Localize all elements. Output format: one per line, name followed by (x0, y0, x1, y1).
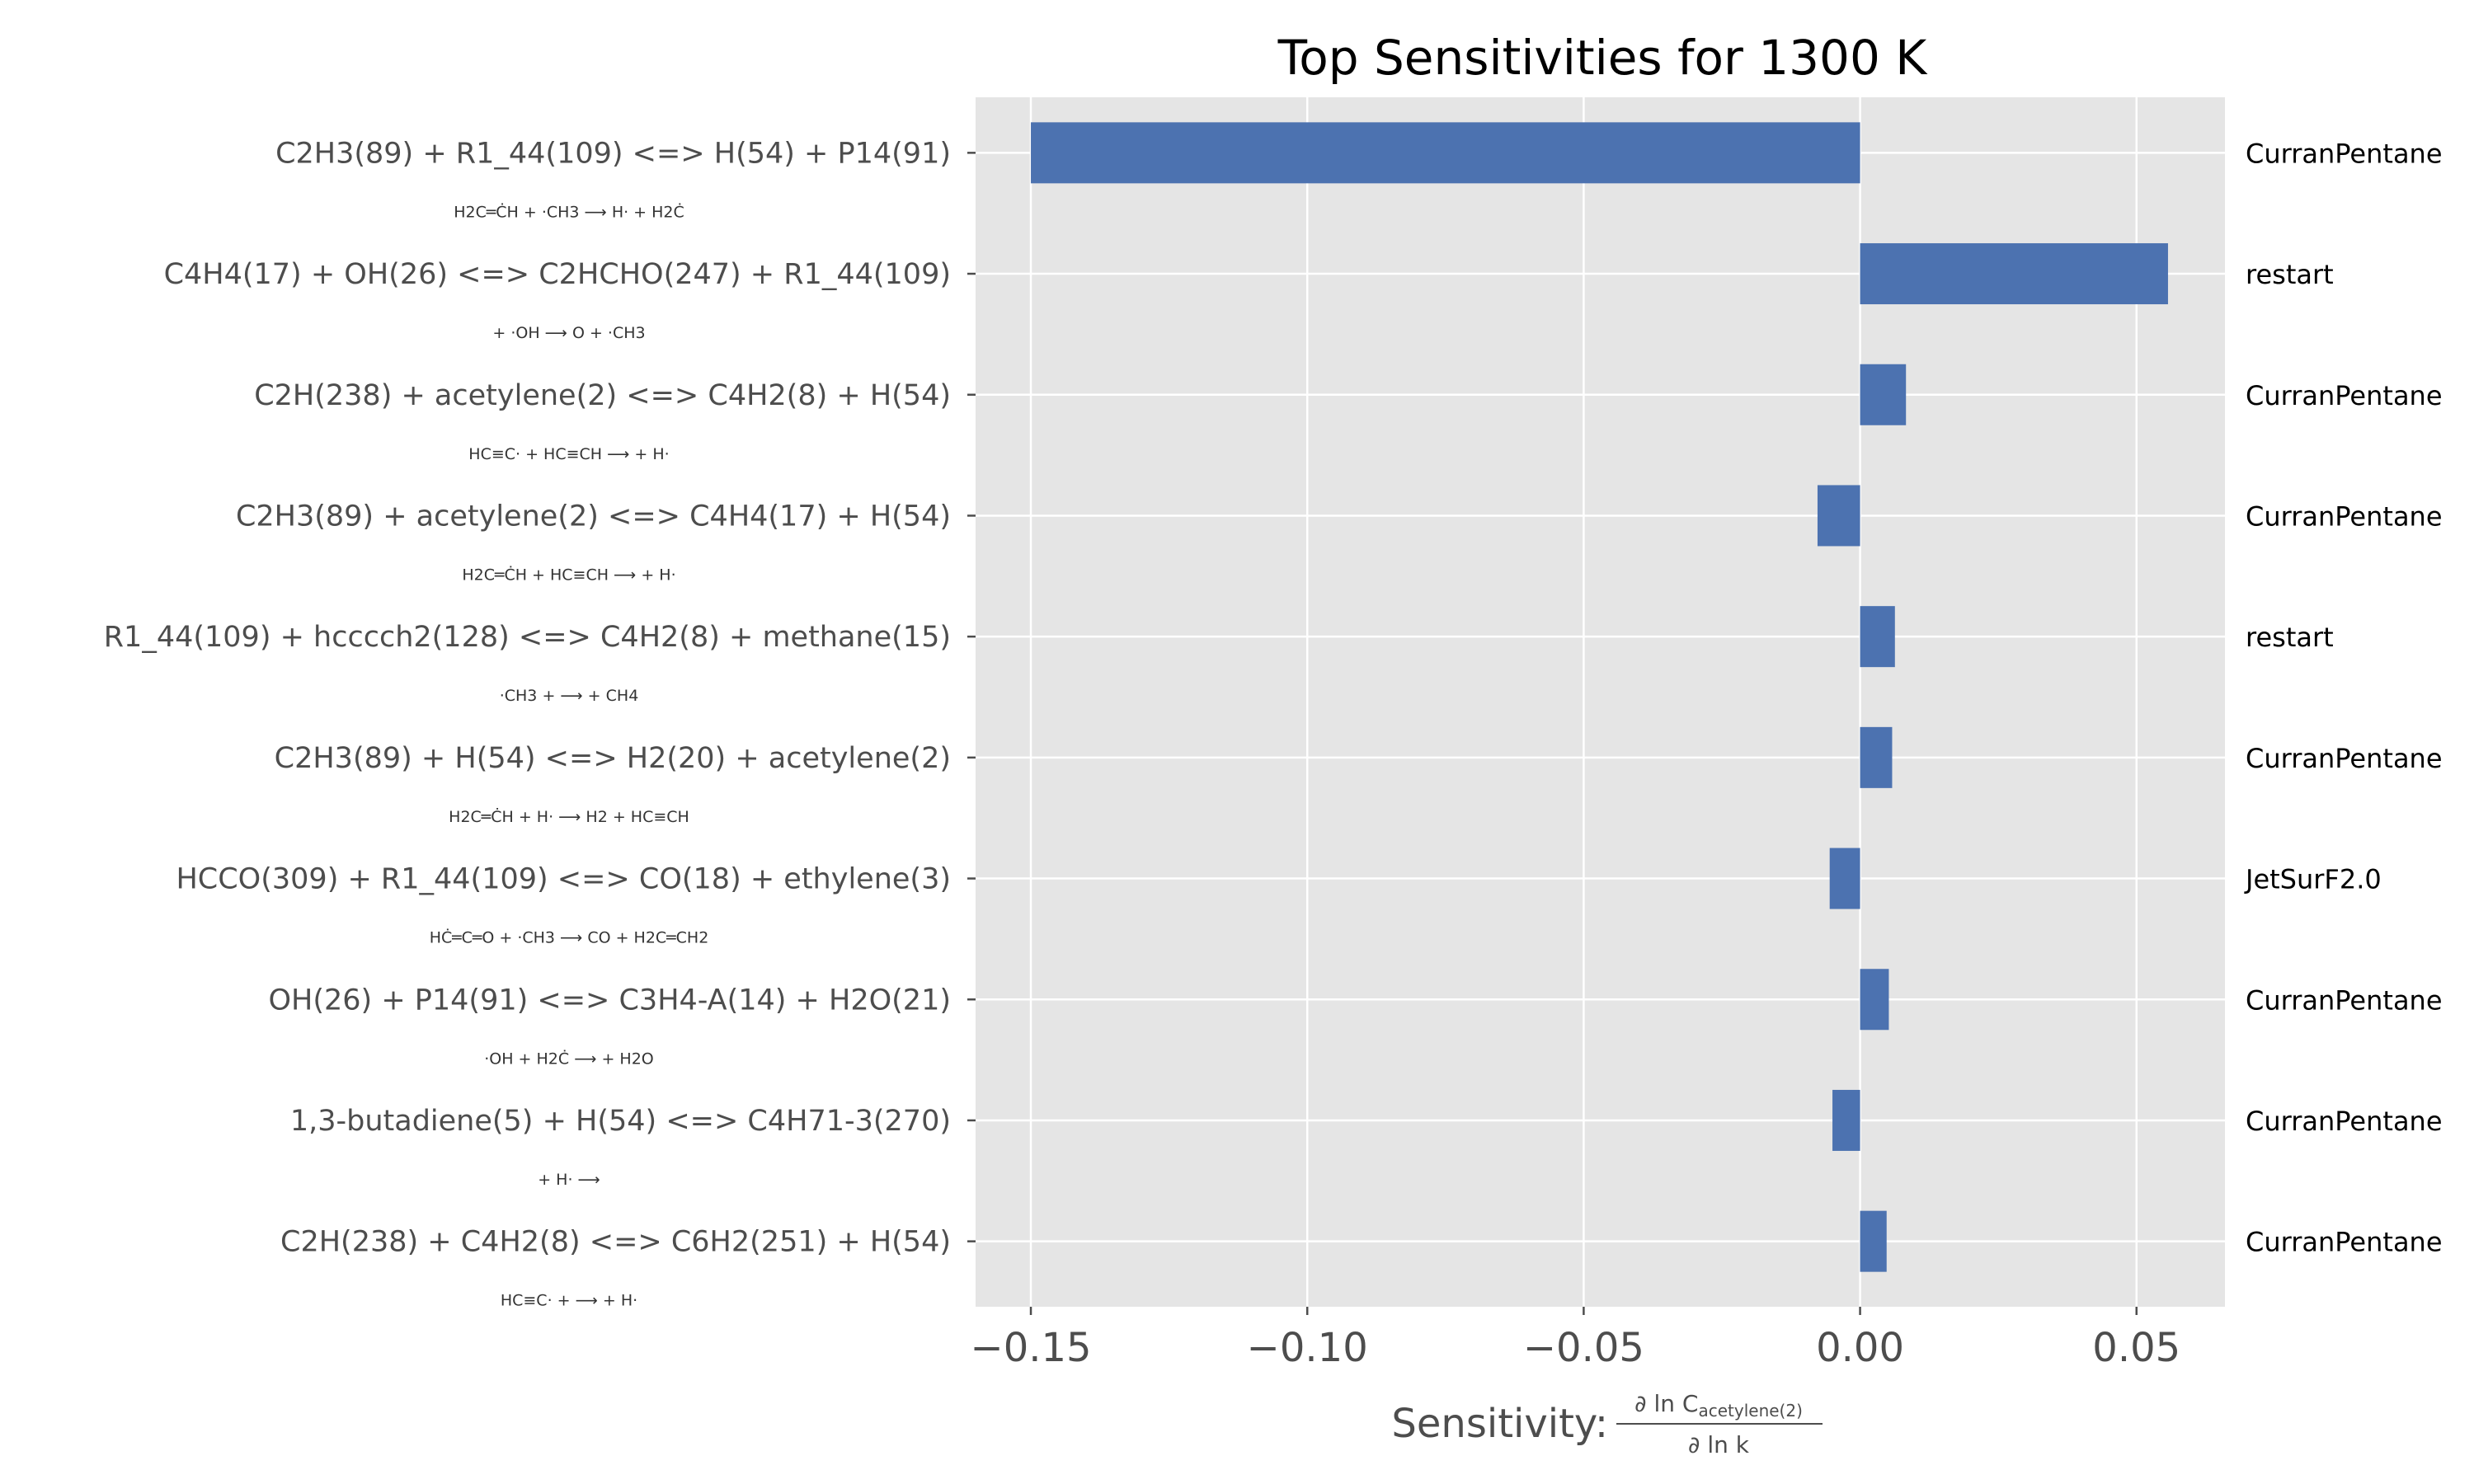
sensitivity-bar (1860, 726, 1893, 788)
bar-series (1031, 122, 2168, 1272)
source-label: CurranPentane (2246, 743, 2443, 774)
source-label: CurranPentane (2246, 138, 2443, 169)
source-label: CurranPentane (2246, 500, 2443, 532)
reaction-structure: ·OH + H2Ċ ⟶ + H2O (484, 1049, 654, 1068)
x-tick-label: 0.05 (2092, 1325, 2180, 1371)
reaction-structure: HC≡C· + HC≡CH ⟶ + H· (468, 445, 669, 463)
source-label: CurranPentane (2246, 1106, 2443, 1137)
reaction-structure: H2C═ĊH + H· ⟶ H2 + HC≡CH (449, 807, 689, 826)
reaction-label: C4H4(17) + OH(26) <=> C2HCHO(247) + R1_4… (164, 258, 951, 291)
sensitivity-bar (1860, 606, 1895, 668)
reaction-structure: HC≡C· + ⟶ + H· (501, 1292, 637, 1310)
reaction-label: HCCO(309) + R1_44(109) <=> CO(18) + ethy… (176, 863, 951, 896)
grid-lines (976, 97, 2225, 1307)
reaction-structure: HĊ═C═O + ·CH3 ⟶ CO + H2C═CH2 (430, 928, 709, 947)
reaction-label: R1_44(109) + hcccch2(128) <=> C4H2(8) + … (104, 621, 951, 654)
reaction-structure: ·CH3 + ⟶ + CH4 (500, 687, 639, 705)
x-tick-label: −0.05 (1523, 1325, 1644, 1371)
x-axis-label-numerator: ∂ ln Cacetylene(2) (1634, 1390, 1803, 1421)
x-tick-label: 0.00 (1816, 1325, 1904, 1371)
sensitivity-bar (1817, 485, 1860, 547)
x-axis-label-numerator-main: ∂ ln C (1634, 1390, 1698, 1417)
reaction-structure: + H· ⟶ (538, 1171, 600, 1189)
source-label: CurranPentane (2246, 984, 2443, 1016)
sensitivity-bar (1829, 848, 1860, 909)
source-label: CurranPentane (2246, 1227, 2443, 1258)
x-axis-label-numerator-sub: acetylene(2) (1698, 1401, 1802, 1421)
reaction-structures: H2C═ĊH + ·CH3 ⟶ H· + H2Ċ + ·OH ⟶ O + ·CH3… (430, 202, 709, 1309)
source-label: JetSurF2.0 (2244, 864, 2382, 895)
sensitivity-bar (1860, 364, 1907, 425)
reaction-structure: H2C═ĊH + HC≡CH ⟶ + H· (462, 565, 675, 584)
reaction-label: C2H(238) + C4H2(8) <=> C6H2(251) + H(54) (280, 1226, 951, 1259)
source-label: restart (2246, 622, 2334, 653)
x-axis-label-prefix: Sensitivity: (1391, 1401, 1608, 1447)
reaction-label: C2H3(89) + H(54) <=> H2(20) + acetylene(… (275, 742, 951, 775)
x-axis-ticks: −0.15 −0.10 −0.05 0.00 0.05 (967, 152, 2180, 1371)
sensitivity-bar (1031, 122, 1860, 184)
reaction-structure: H2C═ĊH + ·CH3 ⟶ H· + H2Ċ (454, 202, 684, 221)
sensitivity-bar (1832, 1089, 1860, 1151)
x-axis-label: Sensitivity: ∂ ln Cacetylene(2) ∂ ln k (1391, 1390, 1823, 1458)
sensitivity-bar (1860, 1210, 1887, 1272)
sensitivity-bar (1860, 969, 1889, 1031)
reaction-label: 1,3-butadiene(5) + H(54) <=> C4H71-3(270… (290, 1105, 951, 1138)
reaction-label: C2H3(89) + R1_44(109) <=> H(54) + P14(91… (275, 137, 951, 170)
x-tick-label: −0.10 (1247, 1325, 1368, 1371)
reaction-structure: + ·OH ⟶ O + ·CH3 (492, 324, 645, 342)
reaction-label: OH(26) + P14(91) <=> C3H4-A(14) + H2O(21… (268, 984, 951, 1017)
reaction-label: C2H(238) + acetylene(2) <=> C4H2(8) + H(… (254, 379, 951, 412)
x-tick-label: −0.15 (970, 1325, 1091, 1371)
reaction-label: C2H3(89) + acetylene(2) <=> C4H4(17) + H… (236, 500, 951, 533)
source-labels: CurranPentane restart CurranPentane CurranP… (2244, 138, 2443, 1257)
source-label: CurranPentane (2246, 380, 2443, 411)
x-axis-label-denominator: ∂ ln k (1688, 1431, 1750, 1458)
chart-title: Top Sensitivities for 1300 K (1277, 30, 1929, 86)
reaction-labels: C2H3(89) + R1_44(109) <=> H(54) + P14(91… (104, 137, 951, 1258)
source-label: restart (2246, 259, 2334, 290)
sensitivity-bar (1860, 243, 2168, 305)
